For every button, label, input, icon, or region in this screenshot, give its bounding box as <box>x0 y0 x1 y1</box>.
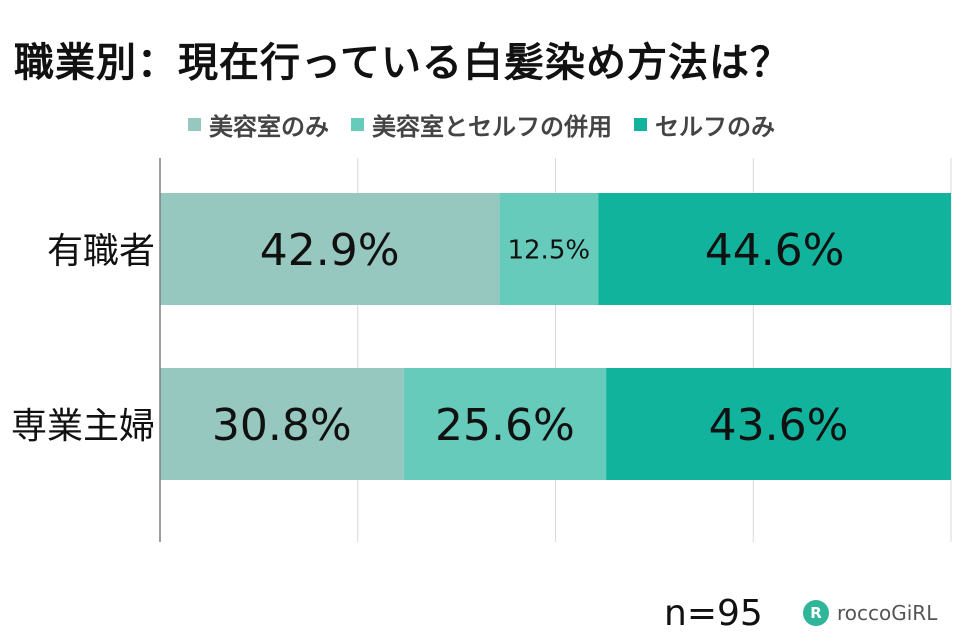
chart-legend: 美容室のみ 美容室とセルフの併用 セルフのみ <box>188 107 775 142</box>
bar-segment <box>499 193 599 305</box>
legend-swatch <box>634 117 647 131</box>
bar-segment <box>606 368 951 480</box>
bar-segment <box>598 193 951 305</box>
data-label: 44.6% <box>705 225 845 276</box>
category-label: 有職者 <box>47 231 155 272</box>
legend-label: 美容室のみ <box>209 112 329 141</box>
category-label: 専業主婦 <box>11 406 155 447</box>
legend-swatch <box>351 117 364 131</box>
data-label: 42.9% <box>260 225 400 276</box>
brand-logo: R roccoGiRL <box>803 600 937 626</box>
legend-item-combined: 美容室とセルフの併用 <box>351 107 612 142</box>
legend-label: 美容室とセルフの併用 <box>372 112 612 141</box>
legend-swatch <box>188 117 201 131</box>
bar-segment <box>160 193 500 305</box>
bar-segment <box>160 368 404 480</box>
chart-title: 職業別：現在行っている白髪染め方法は？ <box>14 40 791 86</box>
legend-item-salon-only: 美容室のみ <box>188 107 329 142</box>
legend-item-self-only: セルフのみ <box>634 107 775 142</box>
data-label: 25.6% <box>435 400 575 451</box>
brand-name: roccoGiRL <box>837 601 938 625</box>
data-label: 30.8% <box>212 400 352 451</box>
brand-mark-icon: R <box>803 600 829 626</box>
data-label: 12.5% <box>507 235 590 265</box>
bar-segment <box>403 368 607 480</box>
legend-label: セルフのみ <box>655 112 775 141</box>
data-label: 43.6% <box>709 400 849 451</box>
sample-size-label: n=95 <box>664 593 763 634</box>
